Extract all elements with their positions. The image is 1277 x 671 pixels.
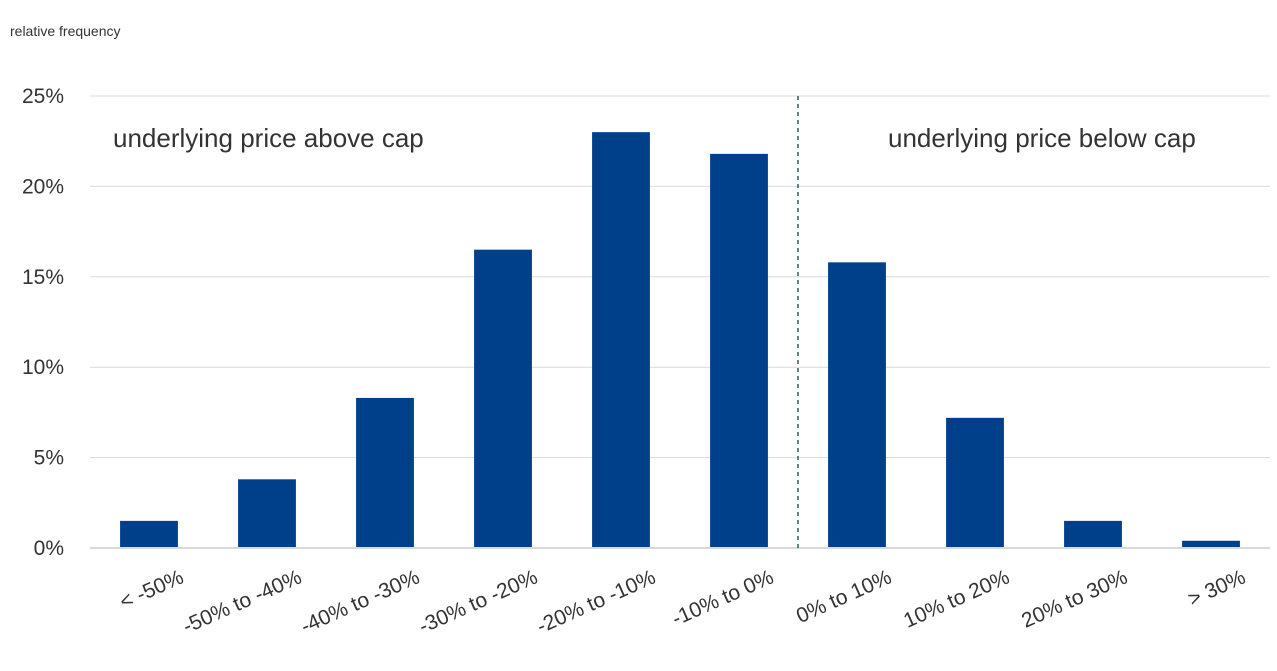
x-tick-label: < -50% (116, 566, 187, 614)
x-tick-label: -50% to -40% (179, 566, 305, 639)
bar (710, 153, 768, 548)
x-tick-label: -30% to -20% (415, 566, 541, 639)
bars (120, 132, 1240, 548)
x-tick-label: 20% to 30% (1018, 566, 1131, 633)
bar (946, 417, 1004, 548)
bar (474, 249, 532, 548)
x-tick-labels: < -50%-50% to -40%-40% to -30%-30% to -2… (116, 566, 1249, 639)
y-tick-label: 5% (34, 447, 64, 470)
y-tick-label: 15% (22, 266, 64, 289)
annotation-below-cap: underlying price below cap (888, 123, 1196, 153)
bar (828, 262, 886, 548)
bar (120, 520, 178, 548)
y-axis-label: relative frequency (10, 23, 121, 39)
x-tick-label: 10% to 20% (900, 566, 1013, 633)
y-tick-label: 0% (34, 537, 64, 560)
x-tick-label: 0% to 10% (793, 566, 895, 628)
y-tick-label: 10% (22, 356, 64, 379)
y-tick-label: 25% (22, 85, 64, 108)
gridlines (90, 95, 1270, 459)
bar (238, 479, 296, 548)
y-tick-label: 20% (22, 175, 64, 198)
y-tick-labels: 0% 5% 10% 15% 20% 25% (22, 85, 64, 560)
x-tick-label: > 30% (1185, 566, 1249, 611)
bar (1182, 540, 1240, 548)
bar (592, 132, 650, 548)
bar (356, 397, 414, 548)
annotation-above-cap: underlying price above cap (113, 123, 424, 153)
bar (1064, 520, 1122, 548)
x-tick-label: -20% to -10% (533, 566, 659, 639)
x-tick-label: -10% to 0% (669, 566, 778, 631)
x-tick-label: -40% to -30% (297, 566, 423, 639)
